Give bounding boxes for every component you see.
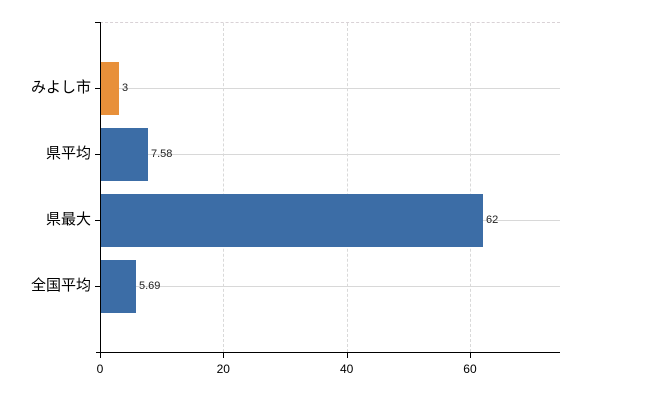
bar xyxy=(101,259,136,313)
plot-top-border xyxy=(100,22,560,23)
x-axis-tick xyxy=(223,353,225,358)
bar-value-label: 7.58 xyxy=(151,148,173,160)
category-label: みよし市 xyxy=(30,79,91,96)
gridline-horizontal xyxy=(101,154,560,155)
x-axis xyxy=(96,352,560,353)
bar xyxy=(101,193,483,247)
y-axis-tick xyxy=(95,88,100,89)
x-tick-label: 20 xyxy=(216,362,230,376)
bar xyxy=(101,127,148,181)
y-axis-tick xyxy=(95,220,100,221)
gridline-vertical xyxy=(346,23,348,352)
gridline-horizontal xyxy=(101,88,560,89)
y-axis-tick xyxy=(95,154,100,155)
x-tick-label: 0 xyxy=(96,362,104,376)
gridline-horizontal xyxy=(101,286,560,287)
x-axis-tick xyxy=(469,353,471,358)
x-axis-tick xyxy=(100,353,101,358)
bar-value-label: 5.69 xyxy=(139,280,161,292)
bar-value-label: 62 xyxy=(486,214,499,226)
bar-value-label: 3 xyxy=(122,82,129,94)
y-axis-top-tick xyxy=(95,22,100,23)
category-label: 全国平均 xyxy=(30,277,91,294)
gridline-vertical xyxy=(223,23,225,352)
y-axis xyxy=(100,22,101,353)
category-label: 県最大 xyxy=(45,211,91,228)
y-axis-tick xyxy=(95,286,100,287)
x-tick-label: 60 xyxy=(463,362,477,376)
x-tick-label: 40 xyxy=(339,362,354,376)
x-axis-tick xyxy=(346,353,348,358)
gridline-vertical xyxy=(469,23,471,352)
bar xyxy=(101,61,119,115)
category-label: 県平均 xyxy=(45,145,91,162)
